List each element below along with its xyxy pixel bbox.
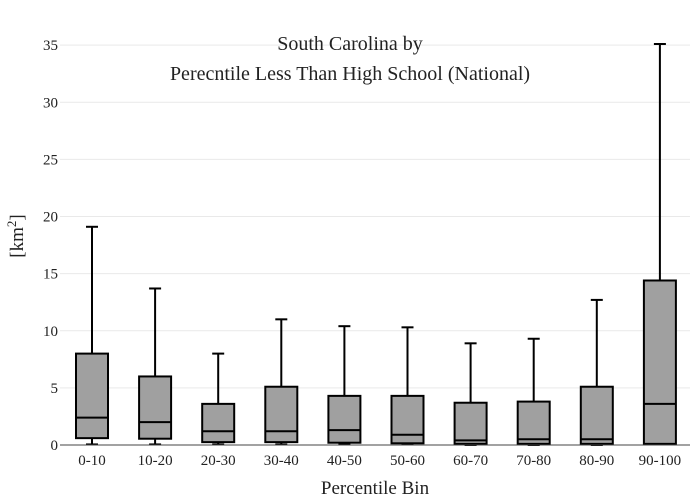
box-40-50 — [327, 325, 362, 446]
y-tick-label: 15 — [43, 267, 58, 283]
box-90-100 — [642, 42, 677, 446]
y-axis-label-base: [km — [7, 227, 28, 258]
box-30-40 — [264, 318, 299, 446]
x-tick-label: 20-30 — [201, 453, 236, 469]
y-tick-label: 0 — [51, 438, 59, 454]
box-10-20 — [138, 287, 173, 446]
iqr-box — [327, 394, 362, 444]
x-tick-labels: 0-10 10-20 20-30 30-40 40-50 50-60 60-70 70-80 8… — [78, 453, 681, 469]
chart-title-line-1: South Carolina by — [277, 33, 423, 55]
x-tick-label: 60-70 — [453, 453, 488, 469]
y-tick-label: 30 — [43, 95, 58, 111]
y-tick-labels: 0 5 10 15 20 25 30 35 — [43, 38, 58, 454]
x-tick-label: 0-10 — [78, 453, 106, 469]
y-tick-label: 25 — [43, 152, 58, 168]
x-tick-label: 70-80 — [516, 453, 551, 469]
y-tick-label: 10 — [43, 324, 58, 340]
grid-lines — [60, 44, 690, 389]
iqr-box — [516, 400, 551, 445]
box-60-70 — [453, 342, 488, 446]
box-50-60 — [390, 326, 425, 446]
iqr-box — [264, 385, 299, 444]
iqr-box — [453, 401, 488, 445]
box-70-80 — [516, 337, 551, 446]
y-axis-label: [km2] — [4, 214, 28, 257]
box-0-10 — [75, 225, 109, 446]
box-series — [75, 42, 677, 446]
y-tick-label: 5 — [51, 381, 59, 397]
x-tick-label: 40-50 — [327, 453, 362, 469]
x-tick-label: 90-100 — [639, 453, 682, 469]
y-axis-label-superscript: 2 — [4, 221, 19, 228]
chart-title-line-2: Perecntile Less Than High School (Nation… — [170, 63, 530, 85]
iqr-box — [642, 279, 677, 445]
iqr-box — [75, 352, 109, 440]
x-axis-label: Percentile Bin — [321, 478, 430, 499]
y-tick-label: 35 — [43, 38, 58, 54]
x-tick-label: 10-20 — [138, 453, 173, 469]
iqr-box — [579, 385, 614, 445]
iqr-box — [138, 375, 173, 440]
box-20-30 — [201, 352, 236, 446]
iqr-box — [390, 394, 425, 445]
box-80-90 — [579, 298, 614, 446]
y-tick-label: 20 — [43, 210, 58, 226]
x-tick-label: 80-90 — [579, 453, 614, 469]
iqr-box — [201, 402, 236, 444]
x-tick-label: 50-60 — [390, 453, 425, 469]
x-tick-label: 30-40 — [264, 453, 299, 469]
y-axis-label-suffix: ] — [7, 214, 28, 220]
